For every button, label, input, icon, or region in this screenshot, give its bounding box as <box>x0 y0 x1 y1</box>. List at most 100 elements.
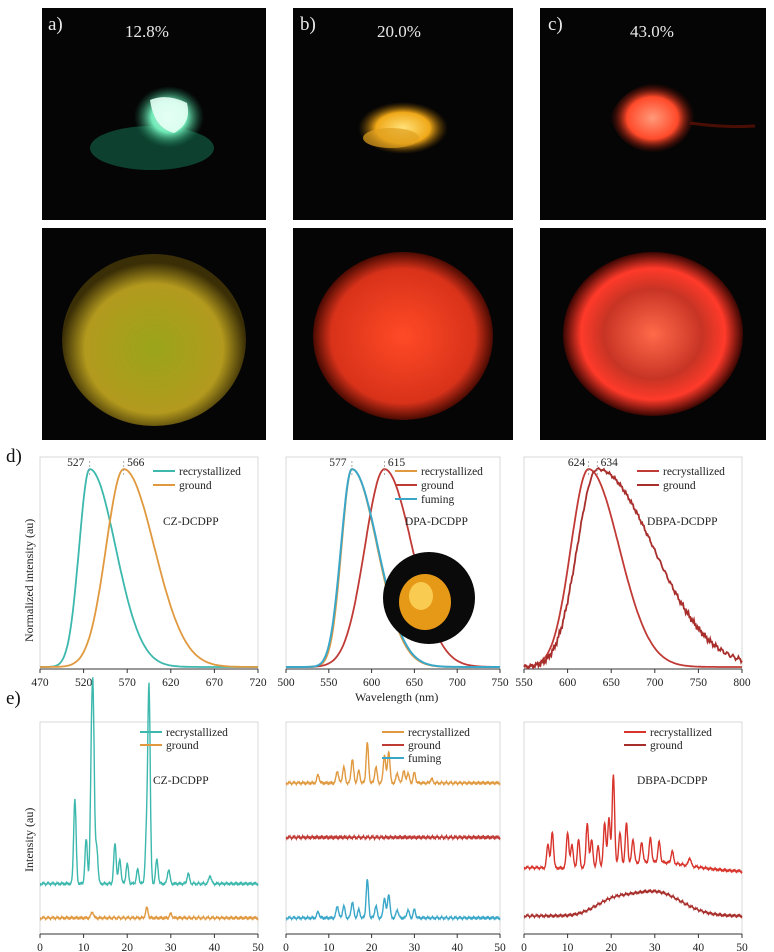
xrd-cz-tick-label: 50 <box>252 942 264 952</box>
pl-dpa-tick-label: 550 <box>320 677 338 689</box>
photo-a-film <box>42 228 266 440</box>
pl-dbpa-series-ground <box>523 466 743 670</box>
pl-dpa-tick-label: 750 <box>491 677 509 689</box>
xrd-cz-series-ground <box>39 906 259 922</box>
pl-dpa-legend-label-ground: ground <box>421 480 454 492</box>
xrd-cz-legend-label-ground: ground <box>166 740 199 752</box>
pl-dpa-series-fuming <box>286 468 500 668</box>
pl-cz-series-recrystallized <box>40 468 258 668</box>
xrd-dpa-legend-label-recrystallized: recrystallized <box>408 727 470 739</box>
xrd-dbpa-legend-label-recrystallized: recrystallized <box>650 727 712 739</box>
pl-cz-tick-label: 720 <box>249 677 267 689</box>
panel-b-efficiency: 20.0% <box>377 22 421 41</box>
xrd-dpa-tick-label: 20 <box>366 942 378 952</box>
xrd-dbpa-tick-label: 50 <box>736 942 748 952</box>
photo-b-crystal-image <box>358 102 448 154</box>
xrd-cz-title: CZ-DCDPP <box>153 775 209 787</box>
photo-b-film <box>293 228 513 440</box>
xrd-dbpa-tick-label: 20 <box>605 942 617 952</box>
xrd-dpa-series-fuming <box>285 879 501 922</box>
pl-cz-tick-label: 620 <box>162 677 180 689</box>
row-e-label: e) <box>6 688 21 709</box>
pl-dpa-tick-label: 650 <box>406 677 424 689</box>
xrd-cz-tick-label: 20 <box>121 942 133 952</box>
photo-c-film-image <box>563 252 743 416</box>
xrd-dpa-legend-label-ground: ground <box>408 740 441 752</box>
xrd-dbpa-tick-label: 40 <box>693 942 705 952</box>
photo-a-crystal-image <box>90 86 214 170</box>
pl-cz-tick-label: 670 <box>206 677 224 689</box>
xrd-dbpa-tick-label: 0 <box>521 942 527 952</box>
pl-cz-peak-label: 527 <box>67 457 85 469</box>
photo-a-crystal <box>42 8 266 220</box>
pl-cz-tick-label: 520 <box>75 677 93 689</box>
pl-dpa-series-ground <box>286 468 500 668</box>
xrd-cz-tick-label: 40 <box>209 942 221 952</box>
xrd-cz-legend-label-recrystallized: recrystallized <box>166 727 228 739</box>
xrd-dpa-tick-label: 50 <box>494 942 506 952</box>
xrd-dpa-tick-label: 40 <box>451 942 463 952</box>
xrd-cz-tick-label: 0 <box>37 942 43 952</box>
pl-dbpa-legend-label-recrystallized: recrystallized <box>663 466 725 478</box>
pl-dpa-legend-label-fuming: fuming <box>421 494 454 506</box>
pl-dpa-frame <box>285 456 501 670</box>
pl-dbpa-tick-label: 750 <box>690 677 708 689</box>
pl-dpa-title: DPA-DCDPP <box>405 516 468 528</box>
xrd-dpa-tick-label: 10 <box>323 942 335 952</box>
xrd-dbpa-title: DBPA-DCDPP <box>637 775 708 787</box>
pl-dpa-tick-label: 600 <box>363 677 381 689</box>
pl-dbpa-tick-label: 650 <box>603 677 621 689</box>
pl-dbpa-peak-label: 634 <box>601 457 619 469</box>
pl-dbpa-tick-label: 600 <box>559 677 577 689</box>
panel-b-label: b) <box>300 14 316 35</box>
xrd-dbpa-tick-label: 30 <box>649 942 661 952</box>
photo-a-film-image <box>62 254 246 426</box>
xrd-cz-tick-label: 30 <box>165 942 177 952</box>
pl-cz-series-ground <box>40 468 258 668</box>
pl-dbpa-peak-label: 624 <box>568 457 586 469</box>
xrd-dbpa-series-recrystallized <box>523 774 743 875</box>
pl-dpa-tick-label: 500 <box>277 677 295 689</box>
pl-dpa-peak-label: 577 <box>329 457 347 469</box>
xrd-dpa-legend-label-fuming: fuming <box>408 753 441 765</box>
xrd-dpa-tick-label: 0 <box>283 942 289 952</box>
pl-dbpa-tick-label: 800 <box>733 677 751 689</box>
xrd-dpa-tick-label: 30 <box>409 942 421 952</box>
pl-cz-tick-label: 470 <box>31 677 49 689</box>
pl-dbpa-tick-label: 700 <box>646 677 664 689</box>
pl-cz-frame <box>39 456 259 670</box>
xrd-dpa-series-recrystallized <box>285 742 501 787</box>
photo-c-crystal <box>540 8 766 220</box>
pl-dpa-series-recrystallized <box>286 468 500 668</box>
pl-dbpa-legend-label-ground: ground <box>663 480 696 492</box>
panel-c-efficiency: 43.0% <box>630 22 674 41</box>
dpa-inset-crystal-highlight <box>409 582 433 610</box>
xrd-dpa-frame <box>285 721 501 935</box>
pl-dpa-legend-label-recrystallized: recrystallized <box>421 466 483 478</box>
xrd-dbpa-series-ground <box>523 888 743 920</box>
pl-cz-peak-label: 566 <box>127 457 145 469</box>
panel-c-label: c) <box>548 14 563 35</box>
xrd-dpa-series-ground <box>285 833 501 842</box>
panel-a-efficiency: 12.8% <box>125 22 169 41</box>
xrd-dbpa-legend-label-ground: ground <box>650 740 683 752</box>
pl-dpa-peak-label: 615 <box>388 457 406 469</box>
pl-cz-title: CZ-DCDPP <box>163 516 219 528</box>
pl-cz-legend-label-ground: ground <box>179 480 212 492</box>
photo-b-film-image <box>313 252 493 420</box>
pl-dbpa-title: DBPA-DCDPP <box>647 516 718 528</box>
row-d-label: d) <box>6 446 22 467</box>
pl-x-axis-title: Wavelength (nm) <box>355 690 439 704</box>
photo-c-crystal-image <box>610 83 756 153</box>
pl-dbpa-frame <box>523 456 743 670</box>
xrd-cz-series-recrystallized <box>39 677 259 888</box>
xrd-cz-frame <box>39 721 259 935</box>
photo-c-film <box>540 228 766 440</box>
photo-b-crystal <box>293 8 513 220</box>
pl-dpa-tick-label: 700 <box>449 677 467 689</box>
xrd-cz-tick-label: 10 <box>78 942 90 952</box>
pl-cz-tick-label: 570 <box>119 677 137 689</box>
xrd-dbpa-frame <box>523 721 743 935</box>
pl-dbpa-series-recrystallized <box>524 468 742 668</box>
